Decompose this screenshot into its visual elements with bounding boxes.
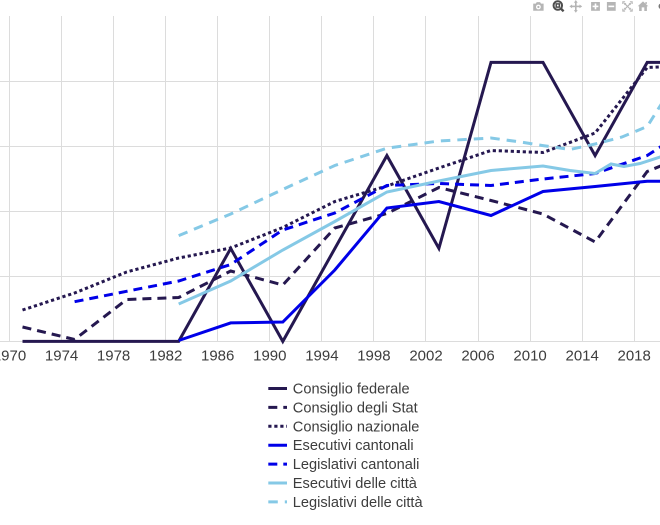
svg-text:Esecutivi delle città: Esecutivi delle città <box>293 476 418 492</box>
svg-text:Legislativi cantonali: Legislativi cantonali <box>293 457 420 473</box>
svg-text:1978: 1978 <box>97 347 130 364</box>
svg-text:1986: 1986 <box>201 347 234 364</box>
svg-text:2010: 2010 <box>513 347 546 364</box>
svg-text:1994: 1994 <box>305 347 338 364</box>
svg-text:Consiglio nazionale: Consiglio nazionale <box>293 419 420 435</box>
svg-text:1974: 1974 <box>45 347 78 364</box>
svg-text:Consiglio degli Stat: Consiglio degli Stat <box>293 400 418 416</box>
svg-text:Legislativi delle città: Legislativi delle città <box>293 495 424 511</box>
svg-text:1998: 1998 <box>357 347 390 364</box>
svg-text:1982: 1982 <box>149 347 182 364</box>
svg-text:1990: 1990 <box>253 347 286 364</box>
svg-text:Consiglio federale: Consiglio federale <box>293 382 410 398</box>
svg-text:1970: 1970 <box>0 347 26 364</box>
svg-text:2014: 2014 <box>566 347 599 364</box>
svg-text:2002: 2002 <box>409 347 442 364</box>
svg-text:Esecutivi cantonali: Esecutivi cantonali <box>293 438 414 454</box>
svg-text:2018: 2018 <box>618 347 651 364</box>
svg-text:2006: 2006 <box>461 347 494 364</box>
